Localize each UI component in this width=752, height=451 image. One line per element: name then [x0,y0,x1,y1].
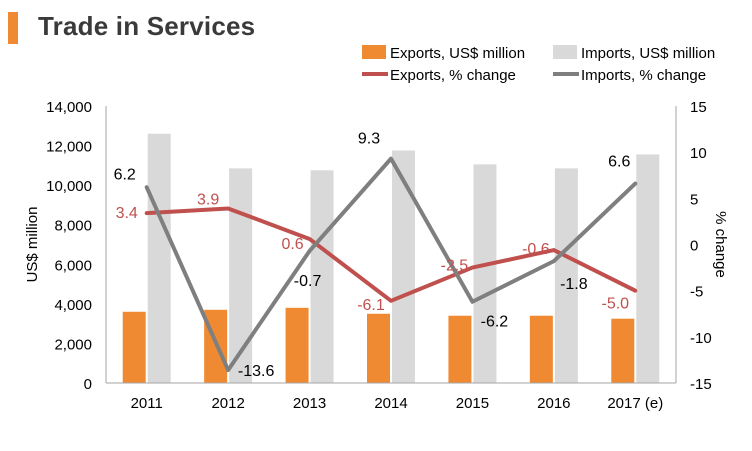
left-tick-label: 6,000 [54,257,92,274]
imports-change-label: 6.2 [114,166,136,183]
imports-bar [554,168,578,383]
exports-bar [529,315,553,383]
left-tick-label: 10,000 [46,178,92,195]
left-tick-label: 4,000 [54,297,92,314]
right-tick-label: -15 [690,376,712,393]
left-tick-label: 0 [84,376,92,393]
exports-change-label: -0.6 [522,241,550,258]
right-tick-label: 15 [690,99,707,116]
x-tick-label: 2016 [537,395,570,412]
exports-change-label: 3.9 [197,191,219,208]
left-axis-title: US$ million [24,207,41,283]
x-tick-label: 2015 [456,395,489,412]
x-tick-label: 2011 [131,395,163,412]
exports-bar [448,315,472,383]
imports-change-label: -13.6 [238,363,275,380]
exports-bar [367,313,390,383]
x-tick-label: 2017 (e) [607,395,663,412]
legend-imports-bar-swatch [553,45,577,59]
exports-bar [285,307,309,383]
right-tick-label: 0 [690,238,698,255]
legend-imports-bar-label: Imports, US$ million [581,45,715,62]
imports-change-label: -6.2 [481,314,509,331]
imports-bar [147,133,171,383]
x-tick-label: 2012 [211,395,244,412]
exports-change-label: 3.4 [116,205,138,222]
right-tick-label: 5 [690,191,698,208]
page-title: Trade in Services [38,11,256,41]
legend-exports-line-label: Exports, % change [390,67,516,84]
exports-bar [611,318,635,383]
imports-change-label: 9.3 [358,131,380,148]
exports-change-line [144,206,638,303]
exports-change-label: -6.1 [357,297,385,314]
left-tick-label: 12,000 [46,139,92,156]
right-axis-title: % change [712,211,729,278]
imports-bar [310,170,334,383]
imports-bar [636,154,660,383]
right-tick-label: 10 [690,145,707,162]
imports-change-label: 6.6 [608,154,630,171]
legend-imports-line-label: Imports, % change [581,67,706,84]
imports-bar [229,168,253,383]
exports-change-label: -5.0 [601,296,629,313]
exports-change-label: 0.6 [281,236,303,253]
imports-bar [473,164,497,383]
imports-change-line [144,156,638,373]
left-tick-label: 8,000 [54,218,92,235]
left-tick-label: 14,000 [46,99,92,116]
imports-change-label: -0.7 [294,273,322,290]
legend-exports-bar-label: Exports, US$ million [390,45,525,62]
left-tick-label: 2,000 [54,336,92,353]
right-tick-label: -10 [690,330,712,347]
exports-bar [122,311,146,383]
exports-change-label: -2.5 [441,258,469,275]
title-accent-bar [8,12,18,44]
imports-bar [392,150,415,383]
imports-change-label: -1.8 [560,276,588,293]
x-tick-label: 2013 [293,395,326,412]
x-tick-label: 2014 [374,395,407,412]
right-tick-label: -5 [690,284,703,301]
legend-exports-bar-swatch [362,45,386,59]
